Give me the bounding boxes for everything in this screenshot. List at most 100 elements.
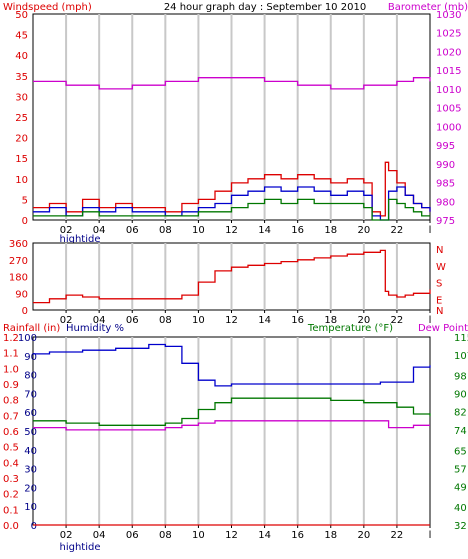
humidity-tick-label: 80 (24, 371, 37, 382)
x-tick-label: 18 (324, 315, 337, 326)
windspeed-tick-label: 45 (15, 31, 28, 42)
x-tick-label: 20 (357, 315, 370, 326)
x-tick-label: 22 (391, 530, 404, 541)
x-tick-label: 04 (93, 225, 106, 236)
direction-tick-label: 90 (15, 289, 28, 300)
chart-title: 24 hour graph day : September 10 2010 (164, 2, 366, 13)
temperature-tick-label: 57 (454, 464, 467, 475)
x-tick-label: l (429, 530, 432, 541)
temperature-tick-label: 98 (454, 372, 467, 383)
x-tick-label: 14 (258, 315, 271, 326)
barometer-tick-label: 1015 (436, 66, 461, 77)
x-tick-label: 06 (126, 530, 139, 541)
series-line-wind_baro-1 (33, 161, 431, 217)
windspeed-tick-label: 20 (15, 134, 28, 145)
compass-label: N (436, 245, 443, 256)
compass-label: E (436, 295, 442, 306)
temperature-tick-label: 65 (454, 446, 467, 457)
rainfall-tick-label: 0.2 (3, 490, 19, 501)
rainfall-tick-label: 0.3 (3, 474, 19, 485)
temperature-tick-label: 115 (454, 333, 468, 344)
x-tick-label: 18 (324, 225, 337, 236)
x-tick-label: 04 (93, 315, 106, 326)
rainfall-tick-label: 0.0 (3, 521, 19, 532)
direction-tick-label: 180 (9, 273, 28, 284)
windspeed-tick-label: 0 (22, 216, 28, 227)
rainfall-tick-label: 1.0 (3, 364, 19, 375)
windspeed-tick-label: 15 (15, 154, 28, 165)
rainfall-tick-label: 0.8 (3, 396, 19, 407)
temperature-tick-label: 40 (454, 503, 467, 514)
barometer-tick-label: 1000 (436, 122, 461, 133)
x-tick-label: 14 (258, 225, 271, 236)
humidity-tick-label: 0 (31, 521, 37, 532)
windspeed-tick-label: 30 (15, 92, 28, 103)
x-tick-label: 02 (60, 315, 73, 326)
x-tick-label: 20 (357, 225, 370, 236)
temperature-tick-label: 74 (454, 426, 467, 437)
barometer-tick-label: 1010 (436, 85, 461, 96)
x-tick-label: l (429, 225, 432, 236)
temperature-tick-label: 49 (454, 482, 467, 493)
humidity-tick-label: 40 (24, 446, 37, 457)
series-line-wind_direction-0 (33, 249, 431, 304)
x-tick-label: l (429, 315, 432, 326)
barometer-tick-label: 1025 (436, 29, 461, 40)
x-tick-label: 16 (291, 315, 304, 326)
x-tick-label: 06 (126, 315, 139, 326)
rainfall-axis-title: Rainfall (in) (3, 323, 60, 334)
x-tick-label: 18 (324, 530, 337, 541)
x-tick-label: 02 (60, 225, 73, 236)
barometer-tick-label: 1020 (436, 47, 461, 58)
windspeed-axis-title: Windspeed (mph) (3, 2, 92, 13)
x-tick-label: 04 (93, 530, 106, 541)
compass-label: N (436, 306, 443, 317)
rainfall-tick-label: 0.4 (3, 458, 19, 469)
compass-label: W (436, 262, 446, 273)
humidity-tick-label: 100 (18, 333, 37, 344)
windspeed-tick-label: 40 (15, 51, 28, 62)
humidity-tick-label: 90 (24, 352, 37, 363)
x-tick-label: 16 (291, 530, 304, 541)
direction-tick-label: 0 (22, 306, 28, 317)
temperature-tick-label: 32 (454, 521, 467, 532)
temperature-axis-title: Temperature (°F) (307, 323, 393, 334)
barometer-tick-label: 990 (436, 160, 455, 171)
windspeed-tick-label: 35 (15, 72, 28, 83)
x-tick-label: 22 (391, 315, 404, 326)
barometer-tick-label: 1005 (436, 104, 461, 115)
hightide-label: hightide (59, 234, 100, 245)
windspeed-tick-label: 10 (15, 175, 28, 186)
compass-label: S (436, 279, 442, 290)
x-tick-label: 12 (225, 225, 238, 236)
rainfall-tick-label: 0.1 (3, 505, 19, 516)
windspeed-tick-label: 25 (15, 113, 28, 124)
series-line-wind_baro-0 (33, 77, 431, 90)
barometer-tick-label: 975 (436, 216, 455, 227)
x-tick-label: 10 (192, 225, 205, 236)
x-tick-label: 02 (60, 530, 73, 541)
humidity-tick-label: 70 (24, 389, 37, 400)
x-tick-label: 12 (225, 530, 238, 541)
windspeed-tick-label: 50 (15, 10, 28, 21)
humidity-tick-label: 30 (24, 465, 37, 476)
series-line-wind_baro-3 (33, 198, 430, 221)
humidity-tick-label: 20 (24, 483, 37, 494)
x-tick-label: 22 (391, 225, 404, 236)
x-tick-label: 08 (159, 225, 172, 236)
rainfall-tick-label: 0.6 (3, 427, 19, 438)
barometer-tick-label: 995 (436, 141, 455, 152)
x-tick-label: 10 (192, 530, 205, 541)
barometer-axis-title: Barometer (mb) (388, 2, 468, 13)
rainfall-tick-label: 0.9 (3, 380, 19, 391)
dewpoint-axis-title: Dew Point (418, 323, 468, 334)
barometer-tick-label: 980 (436, 197, 455, 208)
series-line-rain_humidity_temp-0 (33, 343, 431, 387)
humidity-tick-label: 60 (24, 408, 37, 419)
temperature-tick-label: 90 (454, 390, 467, 401)
direction-tick-label: 360 (9, 239, 28, 250)
humidity-axis-title: Humidity % (66, 323, 124, 334)
x-tick-label: 10 (192, 315, 205, 326)
temperature-tick-label: 82 (454, 408, 467, 419)
windspeed-tick-label: 5 (22, 195, 28, 206)
